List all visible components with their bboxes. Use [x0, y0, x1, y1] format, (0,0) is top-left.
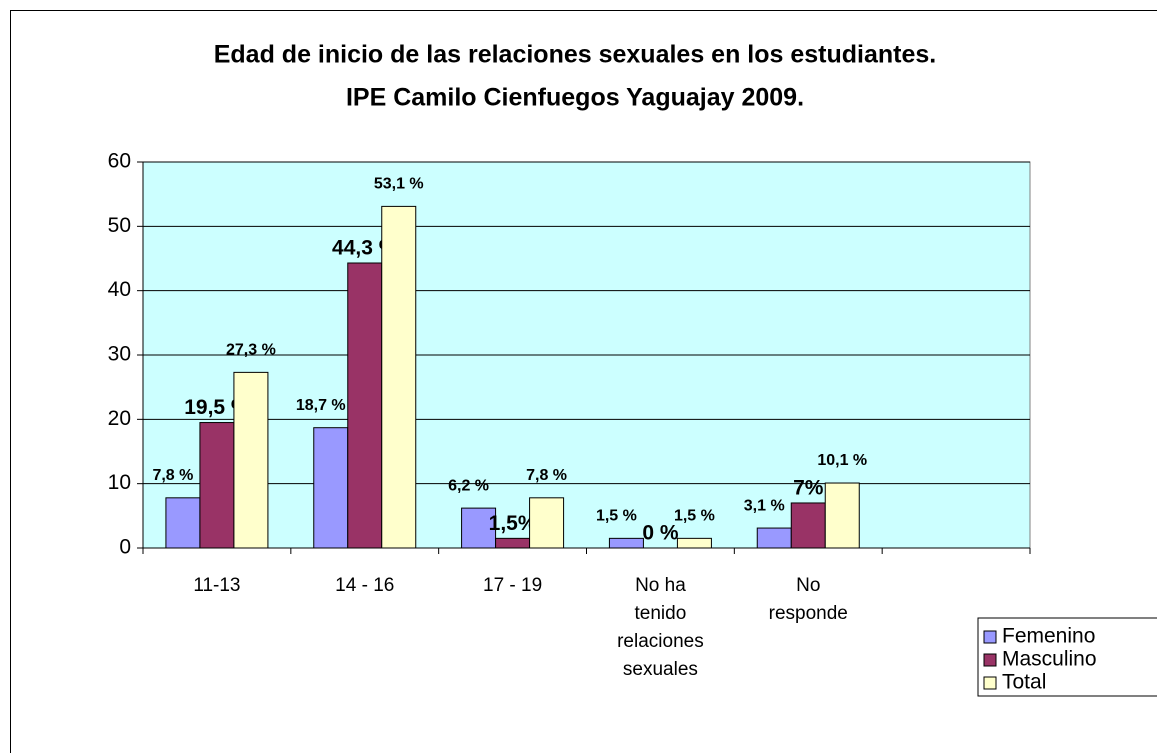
bar: [676, 537, 712, 549]
chart-subtitle: IPE Camilo Cienfuegos Yaguajay 2009.: [346, 84, 804, 112]
x-tick-label: 14 - 16: [335, 575, 394, 596]
x-tick-label: No responde: [769, 575, 848, 624]
chart-title: Edad de inicio de las relaciones sexuale…: [214, 41, 937, 69]
data-label: 7,8 %: [526, 467, 567, 484]
data-label: 10,1 %: [817, 452, 867, 469]
x-tick-label: 17 - 19: [483, 575, 542, 596]
legend-swatch: [983, 653, 997, 667]
data-label: 7,8 %: [152, 467, 193, 484]
data-label: 0 %: [642, 522, 679, 545]
x-tick-label: No ha tenido relaciones sexuales: [617, 575, 704, 680]
legend-label: Masculino: [1002, 648, 1097, 671]
y-tick-label: 50: [108, 214, 131, 237]
bar: [381, 205, 417, 549]
y-tick-label: 60: [108, 150, 131, 173]
data-label: 3,1 %: [744, 497, 785, 514]
x-tick-label: 11-13: [193, 575, 240, 596]
bar: [347, 262, 383, 549]
legend-box: [977, 617, 1157, 697]
data-label: 1,5 %: [674, 508, 715, 525]
bar: [790, 502, 826, 549]
bar: [461, 507, 497, 549]
data-label: 1,5 %: [596, 508, 637, 525]
data-label: 27,3 %: [226, 342, 276, 359]
y-tick-label: 10: [108, 471, 131, 494]
bar: [495, 537, 531, 549]
y-tick-label: 30: [108, 343, 131, 366]
bar: [756, 527, 792, 549]
data-label: 53,1 %: [374, 176, 424, 193]
bar: [824, 482, 860, 549]
legend-label: Total: [1002, 671, 1046, 694]
legend-swatch: [983, 676, 997, 690]
bar: [165, 497, 201, 549]
data-label: 1,5%: [489, 512, 537, 535]
bar: [608, 537, 644, 549]
data-label: 7%: [793, 477, 824, 500]
y-tick-label: 40: [108, 278, 131, 301]
data-label: 18,7 %: [296, 397, 346, 414]
data-label: 6,2 %: [448, 477, 489, 494]
legend-label: Femenino: [1002, 625, 1095, 648]
bar: [199, 422, 235, 549]
bar: [529, 497, 565, 549]
y-tick-label: 20: [108, 407, 131, 430]
legend-swatch: [983, 630, 997, 644]
bar: [313, 427, 349, 549]
y-tick-label: 0: [119, 536, 131, 559]
bar: [233, 371, 269, 549]
